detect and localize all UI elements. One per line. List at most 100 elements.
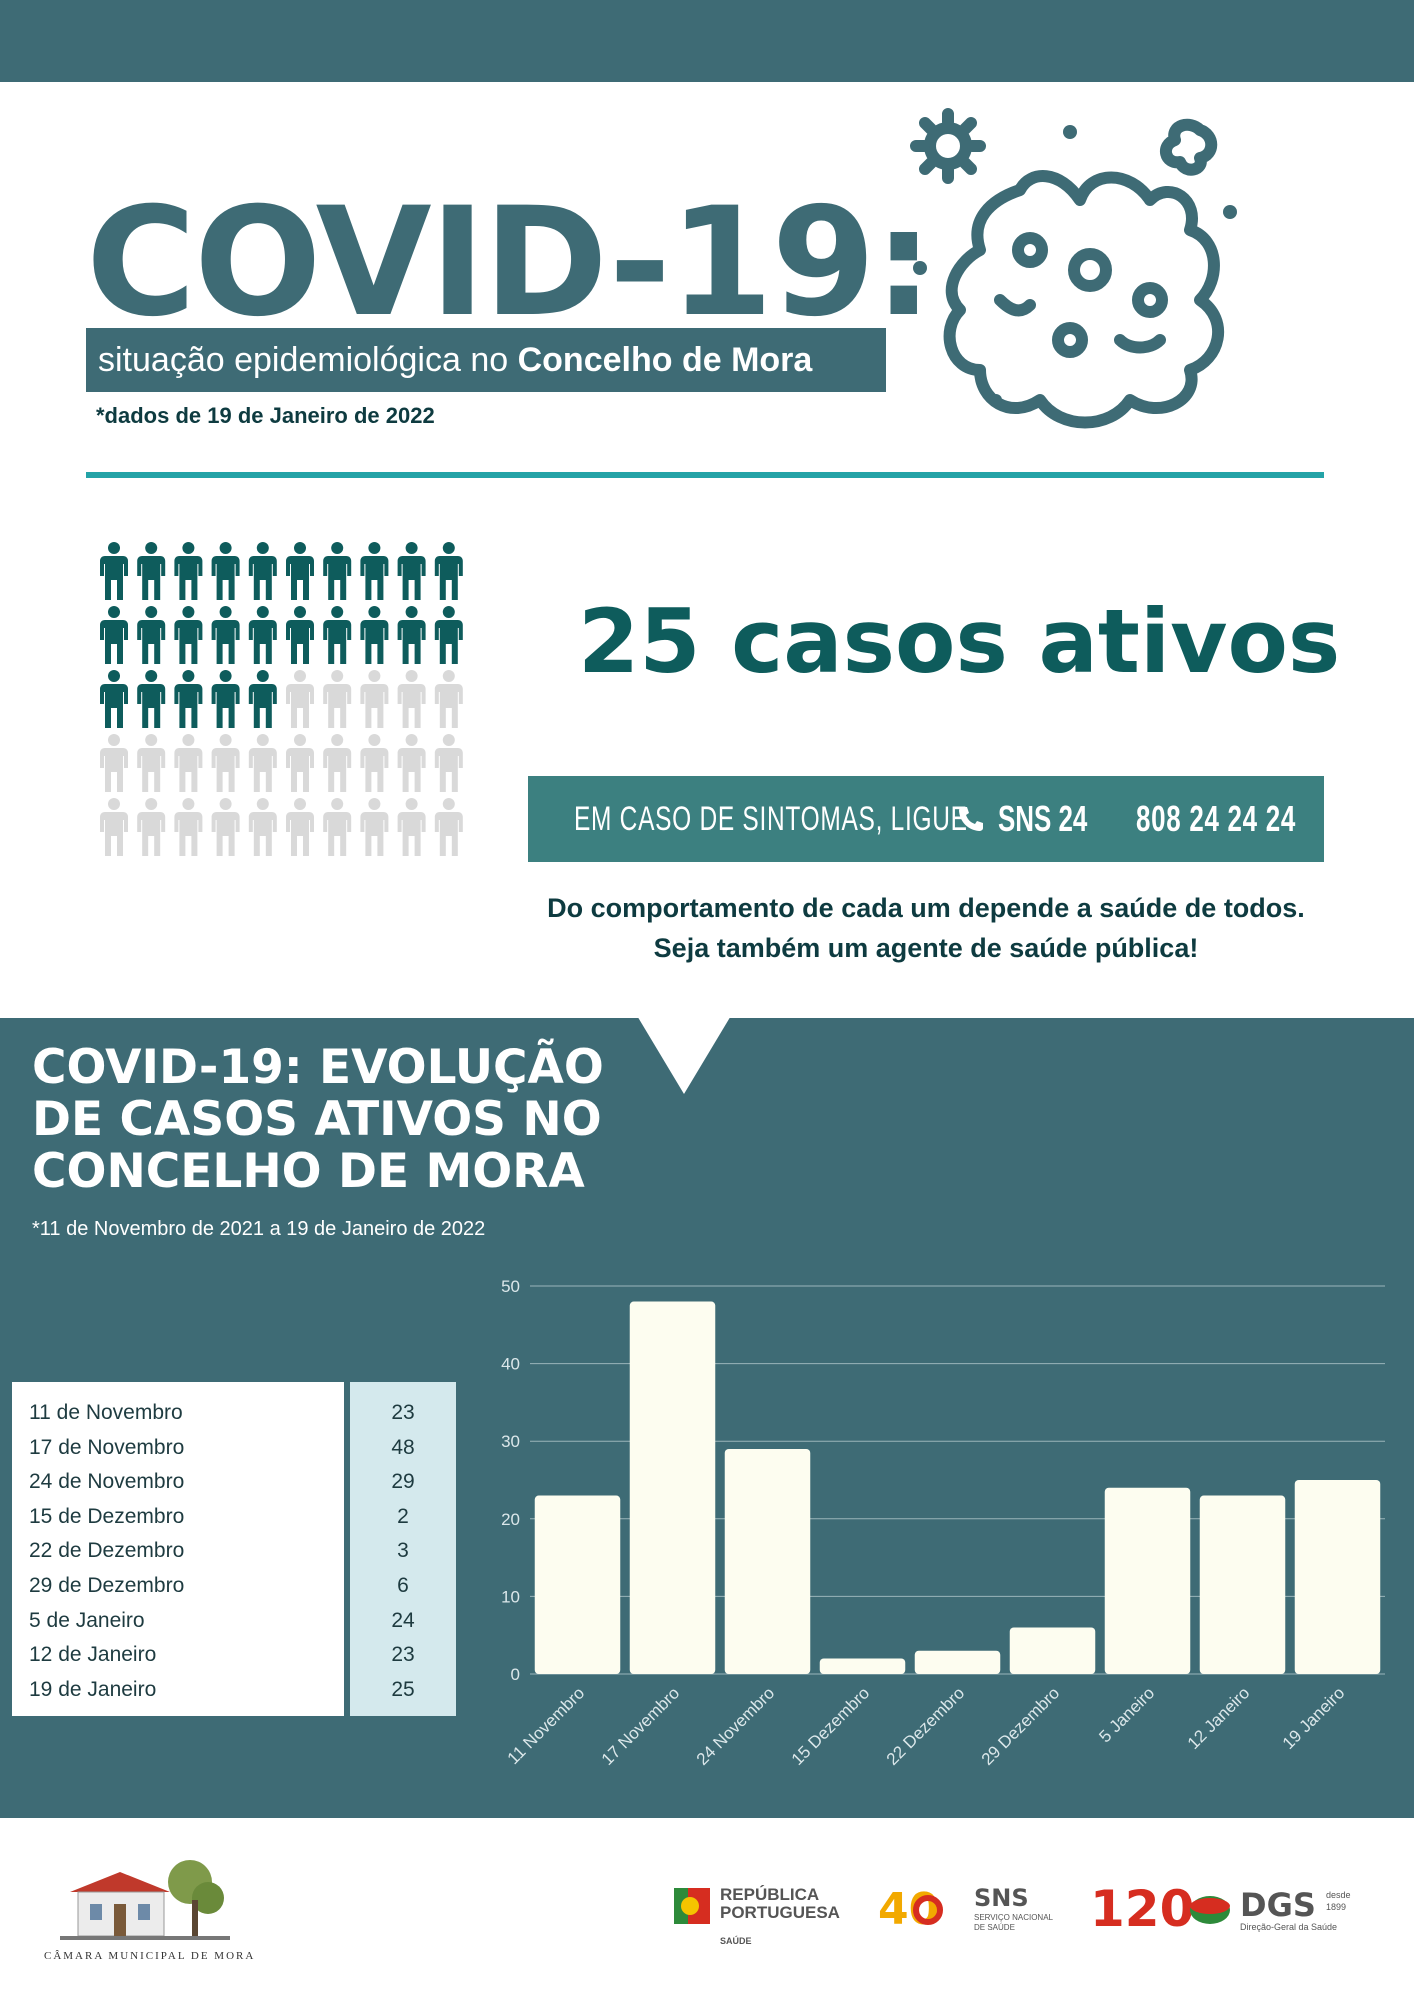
person-icon [248,542,277,600]
data-date: *dados de 19 de Janeiro de 2022 [96,403,435,428]
person-icon [286,734,314,792]
y-tick-label: 50 [501,1277,520,1296]
table-cell-date: 24 de Novembro [29,1470,185,1494]
hotline-service: SNS 24 [998,798,1088,839]
person-icon [100,542,128,600]
person-icon [174,606,203,664]
bar [724,1448,811,1674]
public-health-message: Do comportamento de cada um depende a sa… [518,888,1334,968]
x-tick-label: 11 Novembro [504,1683,589,1768]
person-icon [397,798,426,856]
section-notch [636,1014,732,1094]
sns-label: SNS [974,1884,1029,1912]
person-icon [286,606,314,664]
person-icon [211,670,240,728]
virus-icon [910,108,1237,429]
table-cell-value: 24 [391,1608,415,1632]
sns-40-logo: 40 SNS SERVIÇO NACIONAL DE SAÚDE [878,1884,1054,1935]
x-tick-label: 17 Novembro [598,1683,684,1769]
table-cell-value: 25 [391,1677,415,1701]
person-icon [174,734,203,792]
cases-table: 11 de Novembro 23 17 de Novembro 48 24 de No… [12,1382,456,1716]
person-icon [248,734,277,792]
table-cell-date: 12 de Janeiro [29,1643,157,1667]
table-row: 15 de Dezembro 2 [12,1499,456,1533]
y-tick-label: 0 [511,1665,520,1684]
person-icon [360,734,389,792]
dgs-label: DGS [1240,1886,1316,1924]
person-icon [360,542,389,600]
table-row: 11 de Novembro 23 [12,1395,456,1429]
person-icon [434,606,463,664]
sns-anniversary: 40 [878,1884,939,1935]
republica-line-1: REPÚBLICA [720,1885,820,1904]
person-icon [137,670,166,728]
person-icon [434,798,463,856]
table-row: 19 de Janeiro 25 [12,1672,456,1706]
person-icon [434,734,463,792]
person-icon [137,798,166,856]
republica-saude: SAÚDE [720,1936,752,1946]
person-icon [397,670,426,728]
person-icon [397,542,426,600]
x-tick-label: 22 Dezembro [883,1683,969,1769]
person-icon [248,798,277,856]
dgs-120-logo: 120 DGS desde 1899 Direção-Geral da Saúd… [1090,1880,1351,1938]
municipality-building-icon [60,1860,230,1940]
y-tick-label: 40 [501,1355,520,1374]
table-cell-value: 23 [391,1643,415,1667]
phone-icon [959,807,983,831]
bar-chart: 0 10 20 30 40 50 11 Novembro 17 Novembro 24 Nove… [501,1277,1385,1769]
person-icon [100,734,128,792]
people-pictogram [100,542,463,856]
person-icon [174,798,203,856]
subtitle-strong: Concelho de Mora [517,341,813,379]
chart-subtitle: *11 de Novembro de 2021 a 19 de Janeiro … [32,1218,486,1240]
bar [819,1658,906,1674]
hotline-number: 808 24 24 24 [1136,798,1296,839]
person-icon [323,670,352,728]
person-icon [286,670,314,728]
table-cell-date: 11 de Novembro [29,1401,183,1424]
bar [1294,1480,1381,1674]
person-icon [323,542,352,600]
dgs-anniversary: 120 [1090,1880,1194,1938]
municipality-name: CÂMARA MUNICIPAL DE MORA [44,1950,256,1962]
table-row: 12 de Janeiro 23 [12,1637,456,1671]
person-icon [397,734,426,792]
person-icon [100,606,128,664]
table-date-column [12,1382,344,1716]
table-cell-value: 6 [397,1574,409,1597]
table-cell-value: 2 [397,1504,409,1528]
hotline-label: EM CASO DE SINTOMAS, LIGUE [574,800,968,838]
table-cell-date: 5 de Janeiro [29,1608,145,1632]
top-band [0,0,1414,82]
table-row: 29 de Dezembro 6 [12,1568,456,1602]
person-icon [248,670,277,728]
x-tick-label: 24 Novembro [693,1683,779,1769]
person-icon [323,606,352,664]
x-tick-label: 12 Janeiro [1184,1683,1254,1753]
y-tick-label: 30 [501,1432,520,1451]
republica-line-2: PORTUGUESA [720,1903,840,1922]
person-icon [323,734,352,792]
person-icon [434,542,463,600]
person-icon [397,606,426,664]
table-row: 5 de Janeiro 24 [12,1603,456,1637]
table-cell-value: 29 [391,1470,415,1494]
table-cell-date: 29 de Dezembro [29,1574,185,1597]
bar [914,1650,1001,1674]
bar [629,1301,716,1674]
person-icon [211,606,240,664]
x-tick-label: 19 Janeiro [1279,1683,1349,1753]
municipality-logo: CÂMARA MUNICIPAL DE MORA [40,1852,253,1962]
table-row: 17 de Novembro 48 [12,1430,456,1464]
person-icon [137,542,166,600]
x-tick-label: 15 Dezembro [788,1683,874,1769]
person-icon [434,670,463,728]
person-icon [137,606,166,664]
subtitle-prefix: situação epidemiológica no [98,341,518,379]
x-tick-label: 5 Janeiro [1095,1683,1158,1746]
portugal-flag-icon [674,1888,710,1924]
person-icon [211,542,240,600]
